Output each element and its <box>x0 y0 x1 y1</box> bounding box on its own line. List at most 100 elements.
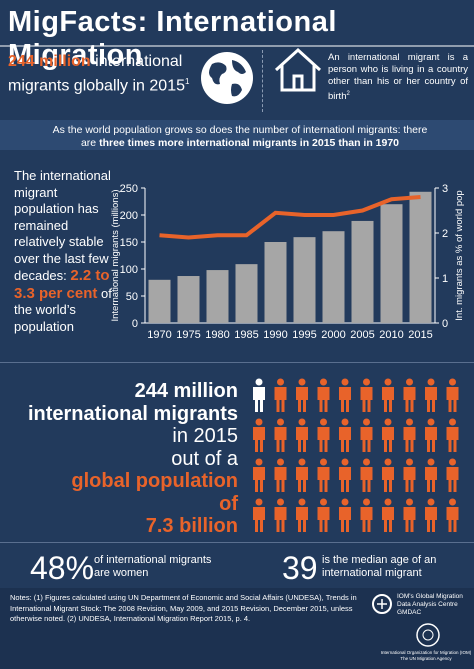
person-icon <box>403 498 416 532</box>
person-icon <box>296 458 308 492</box>
person-icon <box>446 458 459 492</box>
intro-band <box>0 120 474 150</box>
person-icon <box>253 498 265 532</box>
y2-tick-label: 3 <box>442 183 448 195</box>
y2-axis-label: Int. migrants as % of world pop <box>454 190 465 320</box>
y-tick-label: 100 <box>120 264 138 276</box>
big-stat-line: in 2015 <box>172 425 238 447</box>
person-icon <box>274 418 287 452</box>
person-icon <box>382 458 394 492</box>
bar <box>148 279 171 323</box>
x-tick-label: 1980 <box>205 329 229 341</box>
y-axis-label: International migrants (millions) <box>110 190 121 322</box>
person-icon <box>425 378 437 412</box>
separator <box>262 50 263 112</box>
x-tick-label: 1970 <box>147 329 171 341</box>
person-icon <box>296 378 308 412</box>
bar <box>293 237 316 323</box>
divider <box>0 542 474 543</box>
x-tick-label: 1975 <box>176 329 200 341</box>
divider <box>0 362 474 363</box>
y-tick-label: 250 <box>120 183 138 195</box>
y2-tick-label: 1 <box>442 273 448 285</box>
x-tick-label: 2000 <box>321 329 345 341</box>
side-text-after: of the world’s population <box>14 285 112 334</box>
definition: An international migrant is a person who… <box>328 52 468 103</box>
y2-tick-label: 2 <box>442 228 448 240</box>
x-tick-label: 1985 <box>234 329 258 341</box>
big-stat-line: international migrants <box>27 402 238 425</box>
side-text: The international migrant population has… <box>14 168 114 335</box>
person-icon <box>274 378 287 412</box>
footer <box>0 588 474 669</box>
person-icon <box>274 498 287 532</box>
line <box>159 195 421 240</box>
person-icon <box>317 458 330 492</box>
person-icon <box>382 498 394 532</box>
iom-sub: The UN Migration Agency <box>400 656 452 661</box>
y-tick-label: 0 <box>132 318 138 330</box>
chart: 0 50 100 150 200 250 0 1 2 3 International migrant… <box>110 183 465 341</box>
bar <box>177 276 200 323</box>
person-icon <box>446 418 459 452</box>
person-icon <box>446 378 459 412</box>
gmdac-logo: IOM's Global Migration Data Analysis Cen… <box>397 593 463 616</box>
stat-value: 39 <box>282 550 318 586</box>
headline: 244 million international migrants globa… <box>8 52 196 96</box>
logo-icon <box>416 623 440 647</box>
person-icon <box>339 498 351 532</box>
person-icon <box>360 418 373 452</box>
footnote-ref: 1 <box>185 77 190 86</box>
big-stat-line: 244 million <box>134 380 238 402</box>
person-icon <box>339 458 351 492</box>
person-icon <box>253 458 265 492</box>
stat-text: is the median age of an international mi… <box>322 554 437 579</box>
notes: Notes: (1) Figures calculated using UN D… <box>10 593 357 623</box>
person-icon <box>317 498 330 532</box>
person-icon <box>425 498 437 532</box>
bar <box>206 270 229 323</box>
person-icon <box>382 418 394 452</box>
person-icon <box>403 378 416 412</box>
people-pictogram <box>253 378 459 532</box>
person-icon <box>425 458 437 492</box>
iom-logo: International Organization for Migration… <box>378 650 474 662</box>
big-stat-line: global population <box>71 470 238 492</box>
intro-text: As the world population grows so does th… <box>52 124 428 149</box>
title: MigFacts: International Migration <box>8 6 337 71</box>
stat-text: of international migrants are women <box>94 554 212 579</box>
person-icon <box>360 378 373 412</box>
person-icon <box>317 378 330 412</box>
iom-name: International Organization for Migration… <box>380 650 472 655</box>
y-tick-label: 50 <box>126 291 138 303</box>
footnote-ref: 2 <box>346 91 350 97</box>
person-icon <box>317 418 330 452</box>
big-stat-line: 7.3 billion <box>145 515 238 537</box>
definition-text: An international migrant is a person who… <box>328 52 468 103</box>
bar <box>235 264 258 323</box>
x-tick-label: 1995 <box>292 329 316 341</box>
person-icon <box>446 498 459 532</box>
person-icon <box>360 458 373 492</box>
bar <box>322 231 345 323</box>
person-icon <box>425 418 437 452</box>
intro-bold: three times more international migrants … <box>99 137 400 149</box>
divider <box>0 45 474 47</box>
headline-text: international migrants globally in 2015 <box>8 53 185 95</box>
headline-bold: 244 million <box>8 53 91 70</box>
bar <box>264 242 287 323</box>
house-icon <box>274 47 322 92</box>
big-stat-line: of <box>219 492 238 515</box>
person-icon <box>253 418 265 452</box>
person-icon <box>296 498 308 532</box>
logo-icon <box>372 594 392 614</box>
x-tick-label: 2010 <box>379 329 403 341</box>
person-icon <box>360 498 373 532</box>
bar <box>409 191 432 323</box>
person-icon <box>403 458 416 492</box>
person-icon <box>339 418 351 452</box>
intro: As the world population grows so does th… <box>45 124 435 150</box>
x-tick-label: 2015 <box>408 329 432 341</box>
bar <box>380 204 403 323</box>
